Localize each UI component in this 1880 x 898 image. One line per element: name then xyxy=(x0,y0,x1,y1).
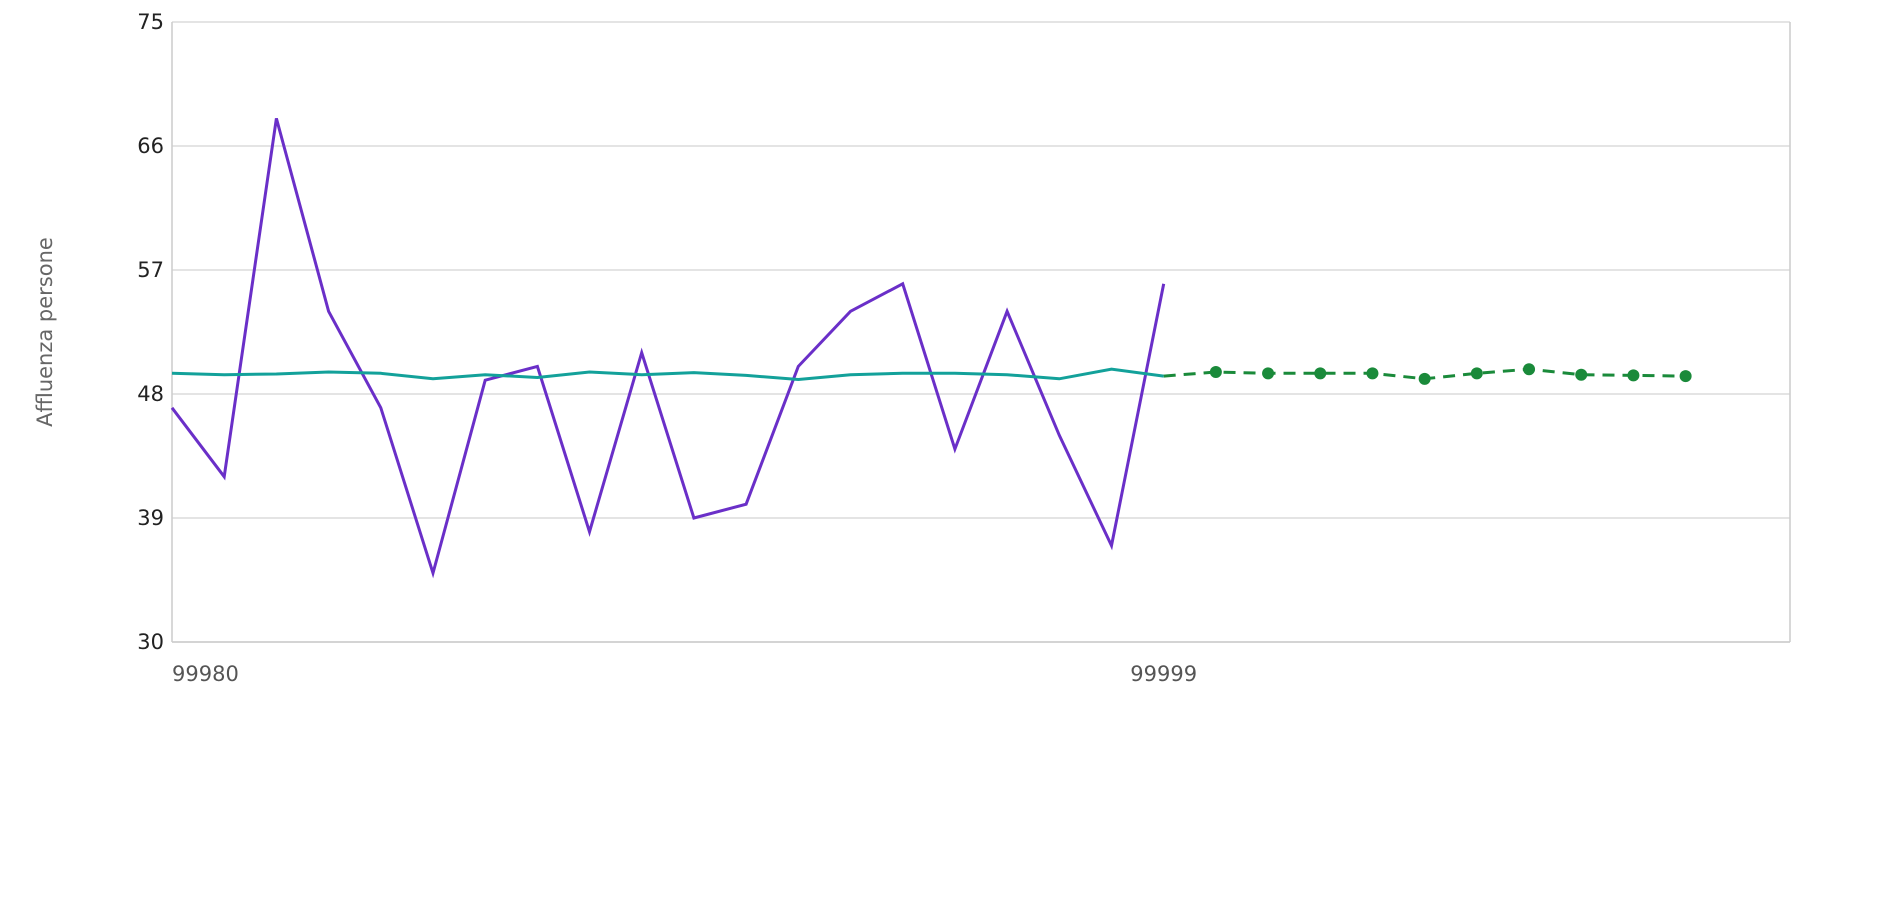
y-tick-label: 39 xyxy=(137,506,164,530)
x-tick-label: 99999 xyxy=(1130,662,1197,686)
y-tick-label: 30 xyxy=(137,630,164,654)
actual-series-line xyxy=(170,118,1166,579)
forecast-point xyxy=(1366,367,1379,380)
y-tick-label: 48 xyxy=(137,382,164,406)
forecast-point xyxy=(1627,369,1640,382)
y-axis-label: Affluenza persone xyxy=(33,237,57,427)
forecast-point xyxy=(1418,372,1431,385)
y-tick-label: 57 xyxy=(137,258,164,282)
forecast-point xyxy=(1679,370,1692,383)
series-lines xyxy=(170,118,1686,579)
trend-series-line xyxy=(171,367,1164,382)
forecast-point xyxy=(1523,363,1536,376)
forecast-point xyxy=(1314,367,1327,380)
x-axis-ticks: 99980 99999 xyxy=(172,662,1197,686)
grid-lines xyxy=(172,21,1790,643)
forecast-point xyxy=(1262,367,1275,380)
plot-frame xyxy=(171,22,1791,643)
y-tick-label: 66 xyxy=(137,134,164,158)
y-tick-label: 75 xyxy=(137,10,164,34)
forecast-point xyxy=(1575,368,1588,381)
forecast-point xyxy=(1470,367,1483,380)
y-axis-ticks: 30 39 48 57 66 75 xyxy=(137,10,164,654)
x-tick-label: 99980 xyxy=(172,662,239,686)
forecast-point xyxy=(1209,365,1222,378)
forecast-markers xyxy=(1209,363,1692,385)
